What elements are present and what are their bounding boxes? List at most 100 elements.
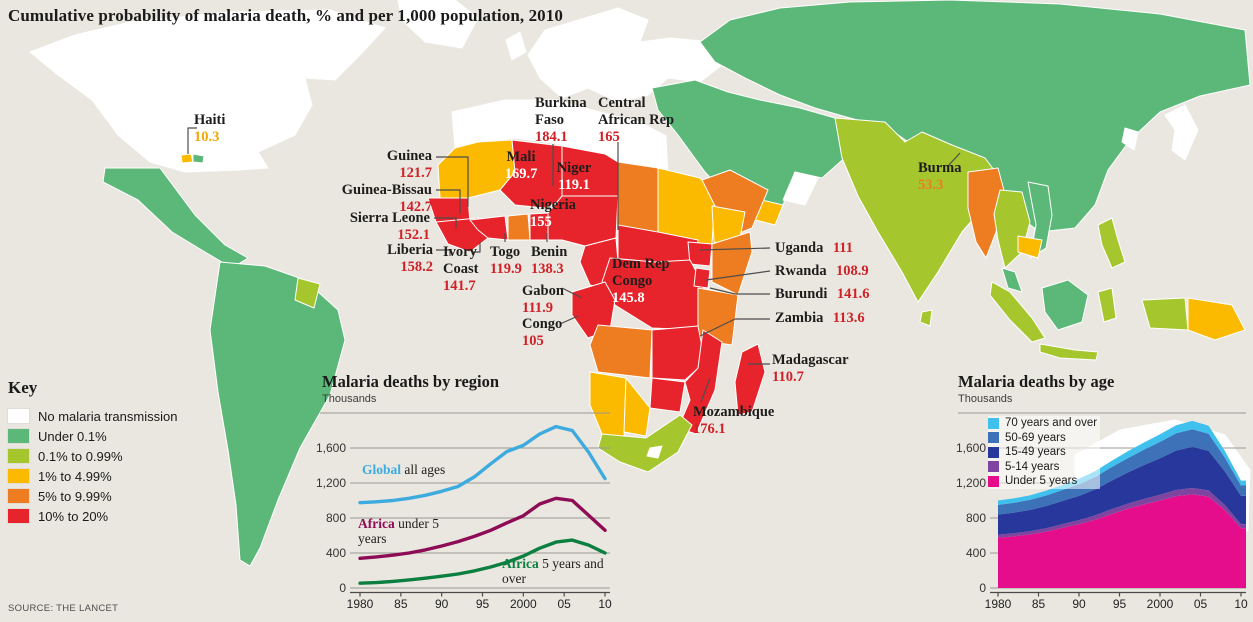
area-15-49 years — [998, 446, 1246, 535]
region-thailand — [993, 189, 1031, 269]
chart-malaria-deaths-by-region: Malaria deaths by region Thousands 1,600… — [310, 370, 630, 622]
region-rwanda-burundi — [693, 267, 711, 289]
y-tick-label: 1,600 — [316, 441, 346, 455]
x-tick-label: 85 — [1032, 597, 1046, 611]
y-tick-label: 400 — [326, 546, 346, 560]
legend-item: 70 years and over — [988, 416, 1101, 431]
region-greenland — [397, 0, 479, 49]
callout-leader-lines — [187, 127, 961, 403]
line-Africa under 5 years — [358, 496, 607, 561]
x-tick-label: 1980 — [347, 597, 374, 611]
callout-guinea-bissau: Guinea-Bissau 142.7 — [341, 182, 432, 215]
y-tick-label: 400 — [966, 546, 986, 560]
region-cambodia — [1017, 235, 1043, 259]
region-haiti — [180, 153, 194, 164]
callout-burundi: Burundi 141.6 — [775, 286, 870, 302]
series-label-africa-5-over: Africa 5 years and over — [502, 556, 604, 586]
region-madagascar — [734, 343, 766, 416]
key-swatch-under-01 — [8, 429, 29, 443]
region-lesotho — [646, 445, 663, 459]
region-sulawesi — [1097, 287, 1117, 323]
series-label-global: Global all ages — [362, 462, 446, 477]
x-tick-label: 85 — [394, 597, 408, 611]
region-north-asia — [699, 0, 1251, 233]
x-tick-label: 95 — [476, 597, 490, 611]
callout-ivory-coast: Ivory Coast 141.7 — [443, 244, 479, 294]
legend-item: 15-49 years — [988, 445, 1101, 460]
x-tick-label: 1980 — [985, 597, 1012, 611]
region-north-america — [29, 9, 386, 173]
y-tick-label: 1,200 — [956, 476, 986, 490]
callout-benin: Benin 138.3 — [531, 244, 568, 277]
key-item: 5% to 9.99% — [8, 486, 208, 506]
chart-title: Malaria deaths by age — [958, 372, 1115, 391]
area-Under 5 years — [998, 494, 1246, 588]
area-50-69 years — [998, 429, 1246, 515]
region-kenya — [711, 231, 753, 296]
source-credit: SOURCE: THE LANCET — [8, 603, 119, 614]
region-sri-lanka — [919, 309, 933, 327]
region-japan — [1164, 104, 1199, 161]
chart-units-label: Thousands — [958, 393, 1013, 405]
callout-liberia: Liberia 158.2 — [387, 242, 433, 275]
region-ghana — [507, 213, 531, 241]
key-title: Key — [8, 378, 38, 397]
callout-nigeria: Nigeria 155 — [530, 197, 576, 230]
callout-uganda: Uganda 111 — [775, 240, 853, 256]
callout-rwanda: Rwanda 108.9 — [775, 263, 869, 279]
key-item: No malaria transmission — [8, 406, 208, 426]
legend-swatch-50-69 — [988, 432, 999, 444]
region-south-america — [209, 261, 346, 567]
callout-haiti: Haiti 10.3 — [194, 112, 226, 145]
region-botswana — [623, 377, 651, 437]
callout-burkina-faso: Burkina Faso 184.1 — [535, 95, 587, 145]
region-tanzania — [697, 287, 739, 346]
legend-item: 5-14 years — [988, 459, 1101, 474]
callout-central-african-rep: Central African Rep 165 — [598, 95, 675, 145]
legend-swatch-15-49 — [988, 446, 999, 458]
region-sumatra — [989, 281, 1046, 343]
region-papua-new-guinea — [1187, 297, 1246, 341]
key-item: Under 0.1% — [8, 426, 208, 446]
region-west-new-guinea — [1141, 297, 1189, 331]
key-swatch-10-20 — [8, 509, 29, 523]
x-tick-label: 10 — [598, 597, 612, 611]
region-guyana — [294, 277, 321, 309]
series-label-africa-under-5: Africa under 5 years — [358, 516, 439, 546]
x-tick-label: 05 — [1194, 597, 1208, 611]
region-angola — [589, 324, 653, 379]
key-item: 10% to 20% — [8, 506, 208, 526]
callout-burma: Burma 53.3 — [918, 160, 962, 193]
y-tick-label: 0 — [979, 581, 986, 595]
key-item: 0.1% to 0.99% — [8, 446, 208, 466]
region-malaysia — [1001, 267, 1023, 293]
key-swatch-no-transmission — [8, 409, 29, 423]
callout-mozambique: Mozambique 176.1 — [693, 404, 775, 437]
callout-gabon: Gabon 111.9 — [522, 283, 564, 316]
legend-item: Under 5 years — [988, 474, 1101, 489]
region-java — [1039, 343, 1099, 361]
callout-congo: Congo 105 — [522, 316, 563, 349]
y-tick-label: 1,600 — [956, 441, 986, 455]
callout-mali: Mali 169.7 — [504, 149, 538, 182]
region-zimbabwe — [649, 377, 686, 413]
region-philippines — [1097, 217, 1126, 269]
legend-swatch-70-over — [988, 417, 999, 429]
legend-swatch-5-14 — [988, 461, 999, 473]
x-tick-label: 2000 — [510, 597, 537, 611]
x-tick-label: 90 — [1072, 597, 1086, 611]
x-tick-label: 90 — [435, 597, 449, 611]
map-key: Key No malaria transmission Under 0.1% 0… — [8, 378, 208, 526]
x-tick-label: 05 — [557, 597, 571, 611]
callout-madagascar: Madagascar 110.7 — [772, 352, 849, 385]
y-tick-label: 800 — [966, 511, 986, 525]
key-item: 1% to 4.99% — [8, 466, 208, 486]
region-uk — [505, 31, 527, 61]
key-swatch-5-999 — [8, 489, 29, 503]
region-oman — [782, 171, 819, 206]
legend-swatch-under-5 — [988, 475, 999, 487]
callout-togo: Togo 119.9 — [490, 244, 522, 277]
callout-guinea: Guinea 121.7 — [386, 148, 432, 181]
key-swatch-01-099 — [8, 449, 29, 463]
